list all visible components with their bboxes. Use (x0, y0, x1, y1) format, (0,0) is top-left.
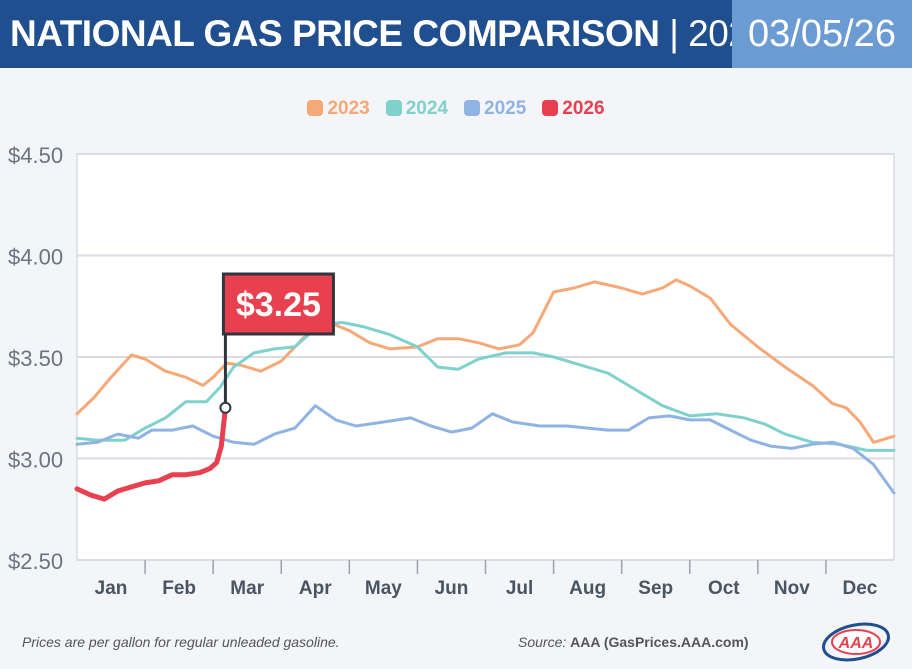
x-tick-label: Jul (506, 578, 533, 599)
series-line-2023 (75, 278, 896, 444)
series-line-2025 (75, 404, 896, 495)
x-tick-label: Mar (230, 578, 264, 599)
y-tick-label: $4.00 (8, 245, 63, 270)
source-credit: Source: AAA (GasPrices.AAA.com) (518, 634, 749, 650)
x-tick-label: Jun (435, 578, 469, 599)
legend-label: 2023 (327, 98, 370, 119)
legend-swatch (385, 100, 402, 116)
footnote: Prices are per gallon for regular unlead… (22, 634, 340, 650)
chart-legend: 2023 2024 2025 2026 (0, 98, 912, 120)
x-tick-label: Apr (299, 578, 332, 599)
x-tick-label: Dec (843, 578, 878, 599)
x-tick-label: Oct (708, 578, 740, 599)
legend-swatch (542, 100, 559, 116)
x-tick-label: Feb (162, 578, 196, 599)
series-line-2024 (75, 321, 896, 452)
title-main: NATIONAL GAS PRICE COMPARISON (10, 13, 660, 54)
legend-swatch (464, 100, 480, 116)
aaa-logo: AAA (822, 622, 890, 662)
source-name: AAA (GasPrices.AAA.com) (570, 634, 749, 650)
legend-item-2025: 2025 (464, 98, 526, 120)
x-tick-label: Nov (774, 578, 810, 599)
callout-box (221, 272, 335, 336)
legend-item-2024: 2024 (385, 98, 448, 120)
y-tick-label: $3.50 (8, 346, 63, 371)
series-line-2026 (74, 405, 228, 502)
y-tick-label: $3.00 (8, 448, 63, 473)
legend-item-2026: 2026 (542, 98, 605, 120)
callout-label: $3.25 (236, 286, 321, 324)
svg-text:AAA: AAA (838, 635, 874, 652)
legend-label: 2026 (562, 98, 605, 119)
y-tick-label: $4.50 (8, 143, 63, 168)
callout-point (219, 401, 232, 414)
source-prefix: Source: (518, 634, 567, 650)
legend-item-2023: 2023 (307, 98, 370, 120)
y-tick-label: $2.50 (8, 549, 63, 574)
header-bar: NATIONAL GAS PRICE COMPARISON | 2023-202… (0, 0, 912, 68)
x-tick-label: Sep (638, 578, 673, 599)
x-tick-label: Aug (569, 578, 606, 599)
legend-swatch (307, 100, 324, 116)
legend-label: 2024 (405, 98, 448, 119)
legend-label: 2025 (484, 98, 527, 119)
date-badge: 03/05/26 (732, 0, 912, 68)
x-tick-label: Jan (95, 578, 128, 599)
x-tick-label: May (365, 578, 402, 599)
